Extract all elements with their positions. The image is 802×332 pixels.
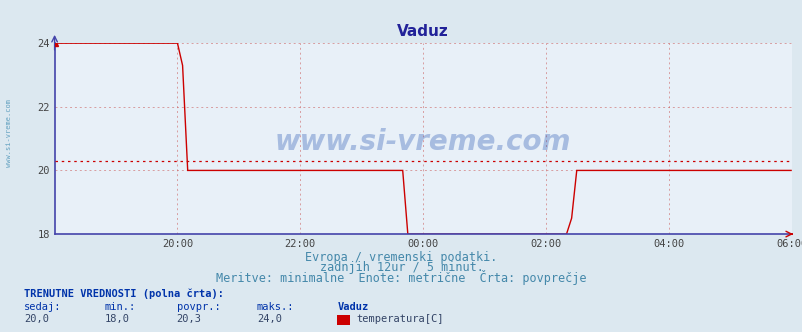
- Text: maks.:: maks.:: [257, 302, 294, 312]
- Title: Vaduz: Vaduz: [397, 24, 448, 39]
- Text: 20,0: 20,0: [24, 314, 49, 324]
- Text: Evropa / vremenski podatki.: Evropa / vremenski podatki.: [305, 251, 497, 264]
- Text: temperatura[C]: temperatura[C]: [356, 314, 444, 324]
- Text: 20,3: 20,3: [176, 314, 201, 324]
- Text: TRENUTNE VREDNOSTI (polna črta):: TRENUTNE VREDNOSTI (polna črta):: [24, 289, 224, 299]
- Text: 18,0: 18,0: [104, 314, 129, 324]
- Text: www.si-vreme.com: www.si-vreme.com: [6, 99, 11, 167]
- Text: sedaj:: sedaj:: [24, 302, 62, 312]
- Text: min.:: min.:: [104, 302, 136, 312]
- Text: 24,0: 24,0: [257, 314, 282, 324]
- Text: povpr.:: povpr.:: [176, 302, 220, 312]
- Text: Vaduz: Vaduz: [337, 302, 368, 312]
- Text: Meritve: minimalne  Enote: metrične  Črta: povprečje: Meritve: minimalne Enote: metrične Črta:…: [216, 270, 586, 285]
- Text: zadnjih 12ur / 5 minut.: zadnjih 12ur / 5 minut.: [319, 261, 483, 274]
- Text: www.si-vreme.com: www.si-vreme.com: [274, 128, 571, 156]
